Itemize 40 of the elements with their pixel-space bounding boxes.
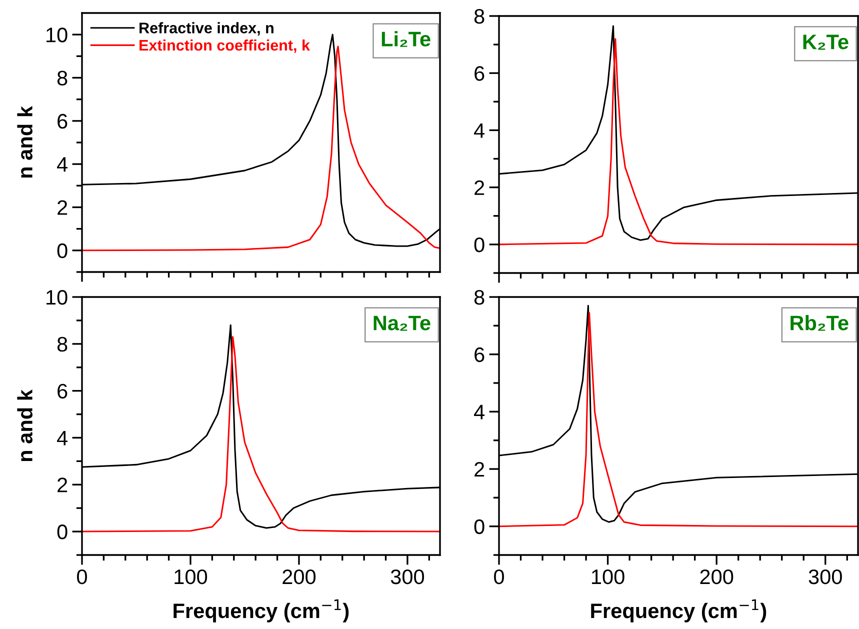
legend-label: Extinction coefficient, k — [140, 39, 310, 53]
y-tick-label: 4 — [474, 404, 484, 420]
x-tick-label: 300 — [808, 569, 842, 584]
y-tick-label: 4 — [474, 123, 484, 138]
y-tick-label: 2 — [58, 478, 68, 492]
y-tick-label: 0 — [57, 524, 68, 540]
legend-label: Refractive index, n — [140, 22, 274, 36]
y-tick-label: 10 — [46, 290, 68, 305]
y-tick-label: 2 — [474, 462, 484, 477]
y-tick-label: 2 — [474, 180, 484, 195]
y-tick-label: 0 — [474, 519, 484, 534]
annotation: Li₂Te — [382, 31, 430, 47]
y-tick-label: 8 — [57, 336, 68, 352]
y-tick-label: 4 — [57, 430, 68, 446]
y-tick-label: 4 — [57, 157, 68, 172]
annotation: K₂Te — [803, 34, 848, 50]
y-axis-title: n and k — [17, 106, 32, 178]
x-tick-label: 100 — [592, 569, 624, 584]
x-tick-label: 0 — [494, 569, 504, 584]
x-axis-title: Frequency (cm$^{−1}$) — [591, 599, 766, 622]
x-tick-label: 200 — [700, 569, 734, 584]
y-tick-label: 6 — [474, 347, 484, 362]
y-tick-label: 8 — [474, 290, 484, 305]
x-tick-label: 200 — [282, 569, 316, 584]
y-tick-label: 6 — [474, 66, 484, 81]
y-tick-label: 10 — [46, 28, 68, 42]
x-axis-title: Frequency (cm$^{−1}$) — [174, 599, 349, 622]
y-tick-label: 8 — [474, 9, 484, 24]
annotation: Rb₂Te — [790, 315, 848, 331]
y-tick-label: 6 — [58, 384, 68, 399]
x-tick-label: 0 — [77, 569, 87, 584]
y-tick-label: 0 — [474, 237, 484, 252]
y-tick-label: 6 — [58, 114, 68, 129]
y-axis-title: n and k — [17, 390, 32, 462]
x-tick-label: 300 — [390, 569, 424, 584]
y-tick-label: 8 — [57, 70, 68, 86]
annotation: Na₂Te — [374, 316, 430, 331]
y-tick-label: 2 — [58, 200, 68, 215]
x-tick-label: 100 — [174, 569, 208, 584]
y-tick-label: 0 — [57, 243, 68, 258]
